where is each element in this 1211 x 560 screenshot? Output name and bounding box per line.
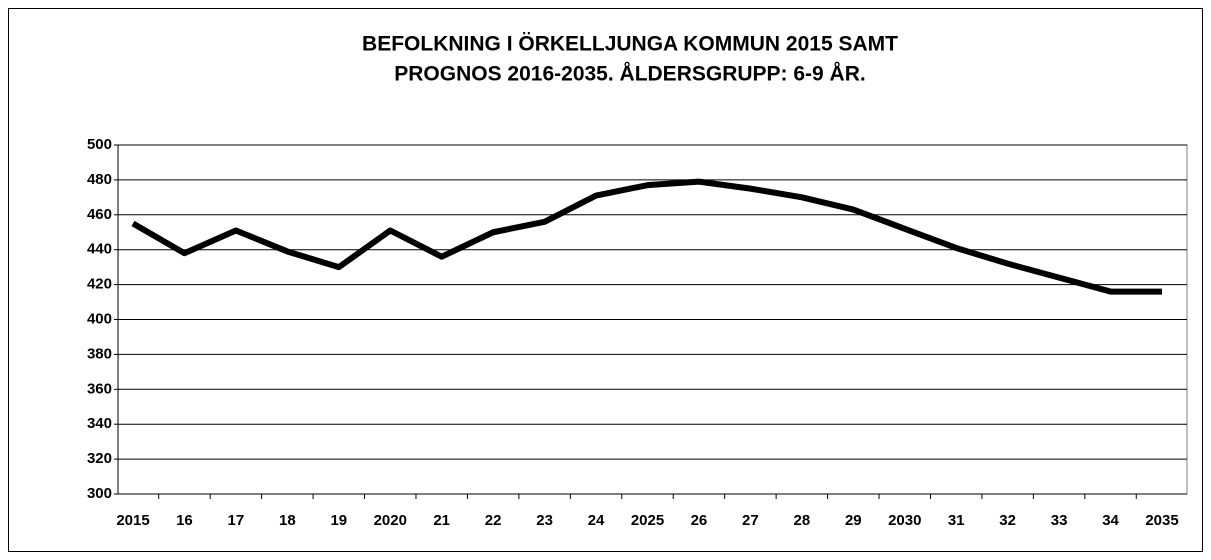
chart-title: BEFOLKNING I ÖRKELLJUNGA KOMMUN 2015 SAM…: [362, 33, 898, 56]
x-tick-label: 33: [1051, 512, 1068, 529]
x-tick-label: 22: [485, 512, 502, 529]
y-tick-label: 360: [87, 380, 112, 397]
x-tick-label: 23: [536, 512, 553, 529]
y-tick-label: 440: [87, 241, 112, 258]
x-tick-label: 2020: [374, 512, 407, 529]
x-tick-label: 18: [279, 512, 296, 529]
y-tick-label: 380: [87, 345, 112, 362]
data-line: [131, 178, 1162, 295]
x-tick-label: 21: [433, 512, 450, 529]
x-tick-label: 19: [330, 512, 347, 529]
x-tick-label: 26: [691, 512, 708, 529]
y-tick-label: 480: [87, 171, 112, 188]
x-tick-label: 24: [588, 512, 605, 529]
y-tick-label: 460: [87, 206, 112, 223]
x-tick-label: 34: [1102, 512, 1119, 529]
x-tick-label: 28: [794, 512, 811, 529]
x-tick-label: 2015: [116, 512, 149, 529]
chart-subtitle: PROGNOS 2016-2035. ÅLDERSGRUPP: 6-9 ÅR.: [394, 62, 865, 86]
x-tick-label: 32: [999, 512, 1016, 529]
y-tick-label: 500: [87, 136, 112, 153]
x-tick-label: 31: [948, 512, 965, 529]
x-tick-label: 2035: [1145, 512, 1178, 529]
y-tick-label: 400: [87, 310, 112, 327]
y-tick-label: 300: [87, 485, 112, 502]
y-tick-label: 420: [87, 276, 112, 293]
x-tick-label: 27: [742, 512, 759, 529]
chart-border: [8, 8, 1203, 552]
x-tick-label: 17: [228, 512, 245, 529]
y-tick-label: 340: [87, 415, 112, 432]
x-tick-label: 29: [845, 512, 862, 529]
x-tick-label: 2025: [631, 512, 664, 529]
y-tick-label: 320: [87, 450, 112, 467]
x-tick-label: 2030: [888, 512, 921, 529]
x-tick-label: 16: [176, 512, 193, 529]
